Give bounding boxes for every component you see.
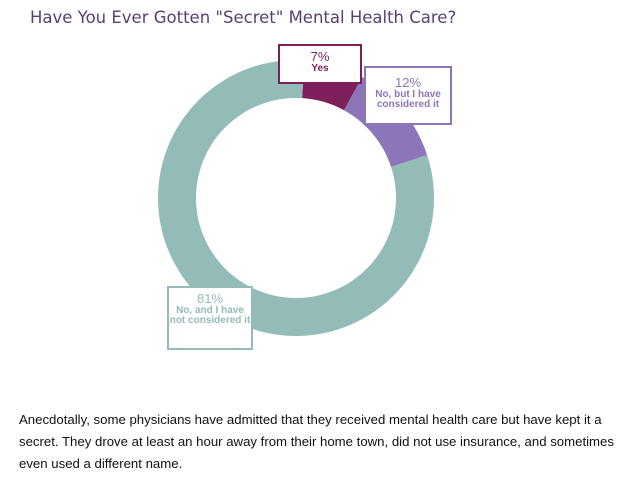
value-label-not-considered: 81% (196, 291, 224, 306)
category-label-not-considered: No, and I have not considered it (169, 304, 251, 327)
body-paragraph: Anecdotally, some physicians have admitt… (19, 412, 614, 471)
category-label-considered: No, but I have considered it (375, 88, 441, 111)
value-label-considered: 12% (394, 75, 422, 90)
callout-considered: 12% No, but I have considered it (364, 66, 452, 125)
chart-title: Have You Ever Gotten "Secret" Mental Hea… (30, 8, 457, 27)
callout-yes: 7% Yes (278, 44, 362, 84)
value-label-yes: 7% (310, 49, 330, 64)
category-label-yes: Yes (311, 62, 329, 74)
callout-not-considered: 81% No, and I have not considered it (167, 286, 253, 350)
